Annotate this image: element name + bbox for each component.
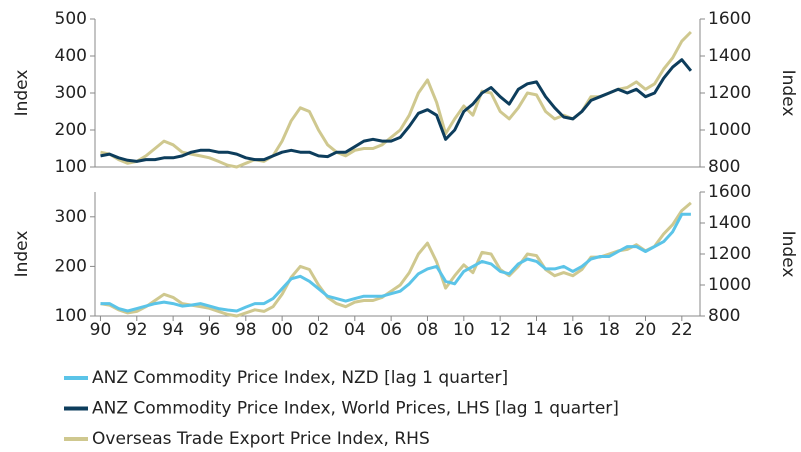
x-tick-label: 20 — [635, 320, 657, 340]
y2-tick-label: 1600 — [708, 9, 751, 29]
series-line — [100, 212, 691, 313]
x-tick-label: 10 — [453, 320, 475, 340]
x-tick-label: 22 — [671, 320, 693, 340]
y2-tick-label: 800 — [708, 157, 740, 177]
legend-label: ANZ Commodity Price Index, NZD [lag 1 qu… — [92, 368, 508, 388]
x-tick-label: 14 — [526, 320, 548, 340]
series-line — [100, 30, 692, 169]
legend-label: Overseas Trade Export Price Index, RHS — [92, 429, 430, 449]
y-tick-label: 300 — [55, 207, 87, 227]
y2-axis-label: Index — [778, 231, 798, 278]
y2-tick-label: 1400 — [708, 213, 751, 233]
x-tick-label: 92 — [126, 320, 148, 340]
y2-tick-label: 800 — [708, 306, 740, 326]
legend-label: ANZ Commodity Price Index, World Prices,… — [92, 399, 619, 419]
x-tick-label: 94 — [162, 320, 184, 340]
series-line — [100, 201, 692, 318]
y2-tick-label: 1400 — [708, 46, 751, 66]
y-tick-label: 100 — [55, 306, 87, 326]
y-tick-label: 500 — [55, 9, 87, 29]
x-tick-label: 98 — [235, 320, 257, 340]
y-tick-label: 300 — [55, 83, 87, 103]
y-axis-label: Index — [12, 231, 32, 278]
x-tick-label: 90 — [90, 320, 112, 340]
x-tick-label: 96 — [199, 320, 221, 340]
x-tick-label: 02 — [308, 320, 330, 340]
series-line — [100, 58, 693, 163]
x-tick-label: 12 — [489, 320, 511, 340]
y-tick-label: 200 — [55, 120, 87, 140]
y-tick-label: 100 — [55, 157, 87, 177]
x-tick-label: 08 — [417, 320, 439, 340]
y2-axis-label: Index — [778, 70, 798, 117]
x-tick-label: 18 — [598, 320, 620, 340]
x-tick-label: 16 — [562, 320, 584, 340]
y2-tick-label: 1000 — [708, 275, 751, 295]
y2-tick-label: 1200 — [708, 83, 751, 103]
y2-tick-label: 1200 — [708, 244, 751, 264]
x-tick-label: 00 — [271, 320, 293, 340]
y2-tick-label: 1600 — [708, 182, 751, 202]
x-tick-label: 06 — [380, 320, 402, 340]
y2-tick-label: 1000 — [708, 120, 751, 140]
y-tick-label: 200 — [55, 256, 87, 276]
x-tick-label: 04 — [344, 320, 366, 340]
y-axis-label: Index — [12, 70, 32, 117]
y-tick-label: 400 — [55, 46, 87, 66]
